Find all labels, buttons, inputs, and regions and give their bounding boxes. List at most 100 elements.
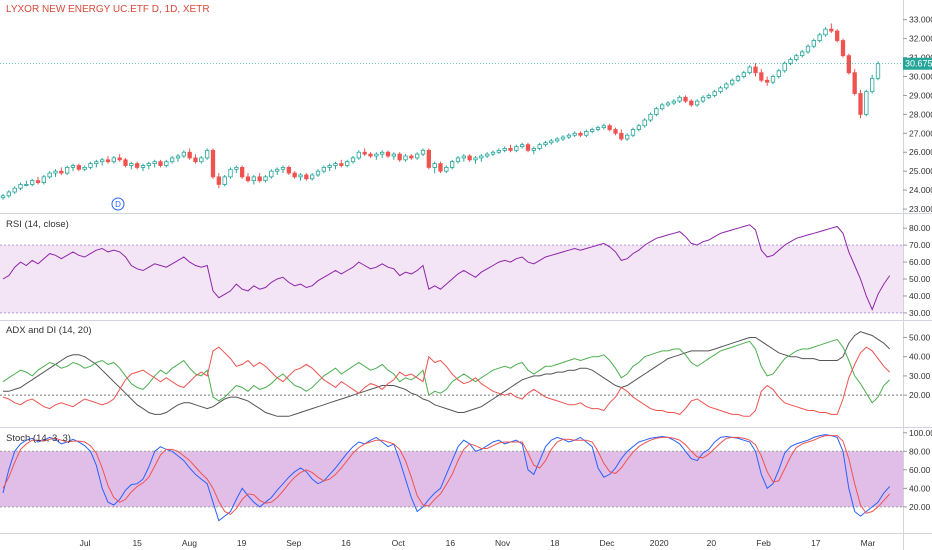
candle[interactable] <box>385 150 391 158</box>
candle[interactable] <box>47 171 52 179</box>
minus-di-line[interactable] <box>2 346 891 417</box>
candle[interactable] <box>496 148 501 155</box>
candle[interactable] <box>549 138 554 145</box>
candle[interactable] <box>158 159 163 168</box>
candle[interactable] <box>269 169 274 179</box>
candle[interactable] <box>205 148 210 160</box>
candle[interactable] <box>479 154 484 162</box>
candle[interactable] <box>444 165 449 174</box>
dividend-marker[interactable]: D <box>111 197 125 211</box>
candle[interactable] <box>730 78 735 86</box>
candle[interactable] <box>823 27 828 37</box>
candle[interactable] <box>759 68 764 83</box>
candle[interactable] <box>298 173 303 181</box>
candle[interactable] <box>129 161 134 170</box>
candle[interactable] <box>753 63 758 77</box>
candle[interactable] <box>234 165 239 174</box>
candle[interactable] <box>706 93 711 100</box>
candle[interactable] <box>94 159 99 168</box>
candle[interactable] <box>630 127 636 138</box>
candle[interactable] <box>350 156 356 164</box>
candle[interactable] <box>455 156 461 164</box>
candle[interactable] <box>461 154 466 162</box>
candle[interactable] <box>216 173 221 189</box>
candle[interactable] <box>397 152 402 162</box>
candle[interactable] <box>788 57 793 66</box>
candle[interactable] <box>345 159 350 168</box>
candle[interactable] <box>257 173 262 183</box>
candle[interactable] <box>41 174 46 185</box>
candle[interactable] <box>245 173 251 183</box>
candle[interactable] <box>502 146 507 153</box>
candle[interactable] <box>70 163 76 172</box>
candle[interactable] <box>146 161 151 170</box>
candle[interactable] <box>747 65 752 75</box>
candle[interactable] <box>222 174 227 187</box>
candle[interactable] <box>490 150 496 157</box>
candle[interactable] <box>508 144 513 153</box>
candle[interactable] <box>712 89 717 98</box>
price-candles[interactable] <box>0 23 881 200</box>
candle[interactable] <box>741 70 746 79</box>
candle[interactable] <box>6 190 11 198</box>
candle[interactable] <box>280 165 286 174</box>
candle[interactable] <box>333 161 338 170</box>
candle[interactable] <box>525 142 531 153</box>
candle[interactable] <box>275 167 280 175</box>
candle[interactable] <box>811 38 816 49</box>
candle[interactable] <box>140 163 146 172</box>
candle[interactable] <box>619 129 624 141</box>
candle[interactable] <box>642 118 647 128</box>
candle[interactable] <box>426 148 431 170</box>
candle[interactable] <box>210 148 216 179</box>
candle[interactable] <box>432 161 437 174</box>
candle[interactable] <box>310 173 315 181</box>
candle[interactable] <box>590 127 595 134</box>
candle[interactable] <box>415 152 420 160</box>
candle[interactable] <box>53 169 58 177</box>
candle[interactable] <box>88 161 93 170</box>
candle[interactable] <box>164 159 169 168</box>
candle[interactable] <box>35 176 41 185</box>
candle[interactable] <box>251 174 256 185</box>
candle[interactable] <box>875 61 881 81</box>
candle[interactable] <box>117 154 122 162</box>
candle[interactable] <box>100 157 105 166</box>
candle[interactable] <box>870 74 875 94</box>
candle[interactable] <box>374 152 379 160</box>
candle[interactable] <box>391 152 396 160</box>
candle[interactable] <box>665 101 671 107</box>
candle[interactable] <box>187 148 192 160</box>
candle[interactable] <box>175 154 181 162</box>
candle[interactable] <box>683 95 688 104</box>
candle[interactable] <box>636 123 641 132</box>
candle[interactable] <box>403 154 408 162</box>
candle[interactable] <box>193 154 198 164</box>
candle[interactable] <box>520 142 525 149</box>
candle[interactable] <box>660 103 665 111</box>
candle[interactable] <box>240 165 245 179</box>
candle[interactable] <box>105 156 111 164</box>
candle[interactable] <box>170 156 175 164</box>
candle[interactable] <box>625 133 630 141</box>
candle[interactable] <box>304 173 309 181</box>
candle[interactable] <box>835 29 840 43</box>
candle[interactable] <box>473 156 478 164</box>
candle[interactable] <box>776 68 781 79</box>
candle[interactable] <box>840 38 846 58</box>
candle[interactable] <box>846 53 851 75</box>
candle[interactable] <box>537 142 542 151</box>
candle[interactable] <box>782 61 787 73</box>
candle[interactable] <box>648 112 653 122</box>
stoch-d-line[interactable] <box>2 435 891 515</box>
candle[interactable] <box>292 171 297 179</box>
candle[interactable] <box>467 154 472 162</box>
candle[interactable] <box>380 150 385 158</box>
candle[interactable] <box>18 182 23 191</box>
candle[interactable] <box>700 95 706 104</box>
candle[interactable] <box>514 144 519 153</box>
candle[interactable] <box>30 178 35 187</box>
candle[interactable] <box>531 146 536 155</box>
candle[interactable] <box>12 186 17 194</box>
candle[interactable] <box>24 180 29 187</box>
